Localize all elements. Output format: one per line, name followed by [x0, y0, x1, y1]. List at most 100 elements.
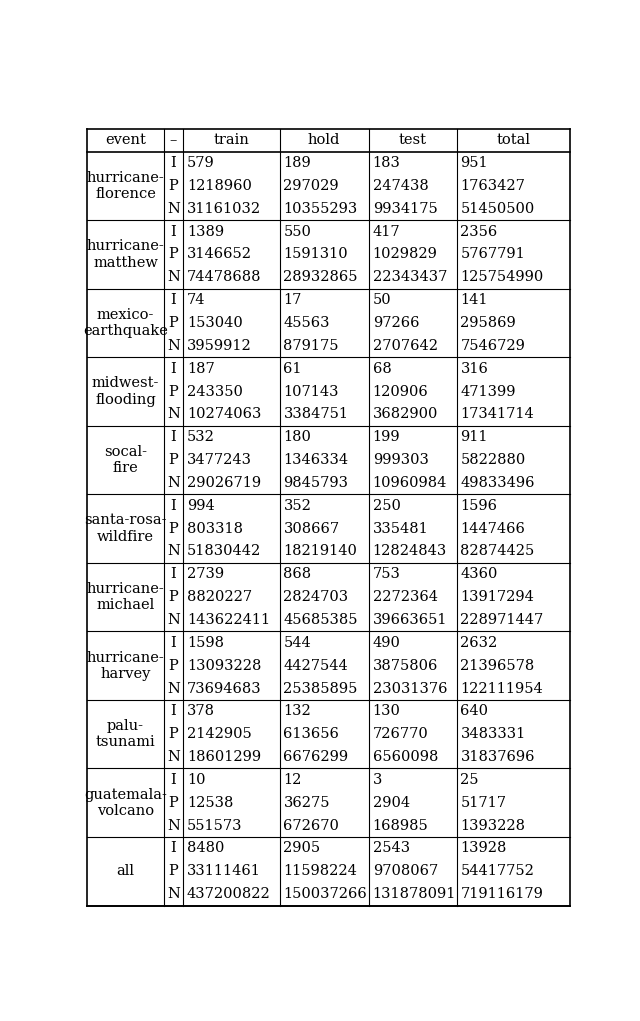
- Text: all: all: [116, 865, 134, 878]
- Text: 168985: 168985: [372, 819, 428, 832]
- Text: I: I: [170, 498, 176, 513]
- Text: 143622411: 143622411: [187, 613, 270, 627]
- Text: 10: 10: [187, 773, 205, 787]
- Text: 316: 316: [461, 361, 488, 376]
- Text: 5767791: 5767791: [461, 247, 525, 261]
- Text: 45685385: 45685385: [284, 613, 358, 627]
- Text: event: event: [105, 133, 146, 147]
- Text: 18601299: 18601299: [187, 750, 261, 764]
- Text: N: N: [167, 750, 180, 764]
- Text: 39663651: 39663651: [372, 613, 447, 627]
- Text: total: total: [497, 133, 531, 147]
- Text: 640: 640: [461, 704, 488, 719]
- Text: I: I: [170, 773, 176, 787]
- Text: 1598: 1598: [187, 636, 224, 649]
- Text: 10355293: 10355293: [284, 202, 358, 215]
- Text: 3: 3: [372, 773, 382, 787]
- Text: P: P: [168, 659, 178, 673]
- Text: 122111954: 122111954: [461, 681, 543, 695]
- Text: 335481: 335481: [372, 522, 428, 536]
- Text: 153040: 153040: [187, 315, 243, 330]
- Text: 2632: 2632: [461, 636, 498, 649]
- Text: P: P: [168, 522, 178, 536]
- Text: 1393228: 1393228: [461, 819, 525, 832]
- Text: 3682900: 3682900: [372, 407, 438, 422]
- Text: 719116179: 719116179: [461, 887, 543, 902]
- Text: 3959912: 3959912: [187, 339, 252, 353]
- Text: 51717: 51717: [461, 795, 506, 810]
- Text: 5822880: 5822880: [461, 453, 525, 467]
- Text: 51450500: 51450500: [461, 202, 535, 215]
- Text: I: I: [170, 568, 176, 581]
- Text: 2905: 2905: [284, 841, 321, 856]
- Text: 551573: 551573: [187, 819, 243, 832]
- Text: 2904: 2904: [372, 795, 410, 810]
- Text: 74: 74: [187, 293, 205, 307]
- Text: 25: 25: [461, 773, 479, 787]
- Text: P: P: [168, 865, 178, 878]
- Text: 97266: 97266: [372, 315, 419, 330]
- Text: 12: 12: [284, 773, 301, 787]
- Text: 107143: 107143: [284, 385, 339, 398]
- Text: 11598224: 11598224: [284, 865, 357, 878]
- Text: 12824843: 12824843: [372, 544, 447, 558]
- Text: 17341714: 17341714: [461, 407, 534, 422]
- Text: I: I: [170, 704, 176, 719]
- Text: 9934175: 9934175: [372, 202, 437, 215]
- Text: palu-
tsunami: palu- tsunami: [96, 719, 156, 749]
- Text: I: I: [170, 293, 176, 307]
- Text: 999303: 999303: [372, 453, 429, 467]
- Text: 1763427: 1763427: [461, 179, 525, 193]
- Text: 243350: 243350: [187, 385, 243, 398]
- Text: 8480: 8480: [187, 841, 224, 856]
- Text: 45563: 45563: [284, 315, 330, 330]
- Text: 49833496: 49833496: [461, 476, 535, 490]
- Text: 726770: 726770: [372, 727, 428, 741]
- Text: 911: 911: [461, 430, 488, 444]
- Text: 36275: 36275: [284, 795, 330, 810]
- Text: 28932865: 28932865: [284, 271, 358, 284]
- Text: N: N: [167, 613, 180, 627]
- Text: midwest-
flooding: midwest- flooding: [92, 377, 159, 406]
- Text: 4360: 4360: [461, 568, 498, 581]
- Text: 74478688: 74478688: [187, 271, 261, 284]
- Text: P: P: [168, 795, 178, 810]
- Text: 23031376: 23031376: [372, 681, 447, 695]
- Text: P: P: [168, 179, 178, 193]
- Text: I: I: [170, 430, 176, 444]
- Text: 490: 490: [372, 636, 401, 649]
- Text: 1447466: 1447466: [461, 522, 525, 536]
- Text: N: N: [167, 202, 180, 215]
- Text: 7546729: 7546729: [461, 339, 525, 353]
- Text: 73694683: 73694683: [187, 681, 262, 695]
- Text: 13093228: 13093228: [187, 659, 261, 673]
- Text: P: P: [168, 315, 178, 330]
- Text: 17: 17: [284, 293, 301, 307]
- Text: hurricane-
harvey: hurricane- harvey: [86, 650, 164, 681]
- Text: 130: 130: [372, 704, 401, 719]
- Text: 1389: 1389: [187, 225, 224, 239]
- Text: N: N: [167, 407, 180, 422]
- Text: train: train: [213, 133, 249, 147]
- Text: 21396578: 21396578: [461, 659, 535, 673]
- Text: N: N: [167, 339, 180, 353]
- Text: 9845793: 9845793: [284, 476, 348, 490]
- Text: hurricane-
michael: hurricane- michael: [86, 582, 164, 613]
- Text: 1591310: 1591310: [284, 247, 348, 261]
- Text: 753: 753: [372, 568, 401, 581]
- Text: 18219140: 18219140: [284, 544, 357, 558]
- Text: 187: 187: [187, 361, 214, 376]
- Text: 3875806: 3875806: [372, 659, 438, 673]
- Text: 613656: 613656: [284, 727, 339, 741]
- Text: 150037266: 150037266: [284, 887, 367, 902]
- Text: hurricane-
matthew: hurricane- matthew: [86, 239, 164, 270]
- Text: 2543: 2543: [372, 841, 410, 856]
- Text: 250: 250: [372, 498, 401, 513]
- Text: 2739: 2739: [187, 568, 224, 581]
- Text: guatemala-
volcano: guatemala- volcano: [84, 787, 167, 818]
- Text: 6676299: 6676299: [284, 750, 349, 764]
- Text: 54417752: 54417752: [461, 865, 534, 878]
- Text: 1346334: 1346334: [284, 453, 349, 467]
- Text: 31161032: 31161032: [187, 202, 261, 215]
- Text: 189: 189: [284, 156, 311, 171]
